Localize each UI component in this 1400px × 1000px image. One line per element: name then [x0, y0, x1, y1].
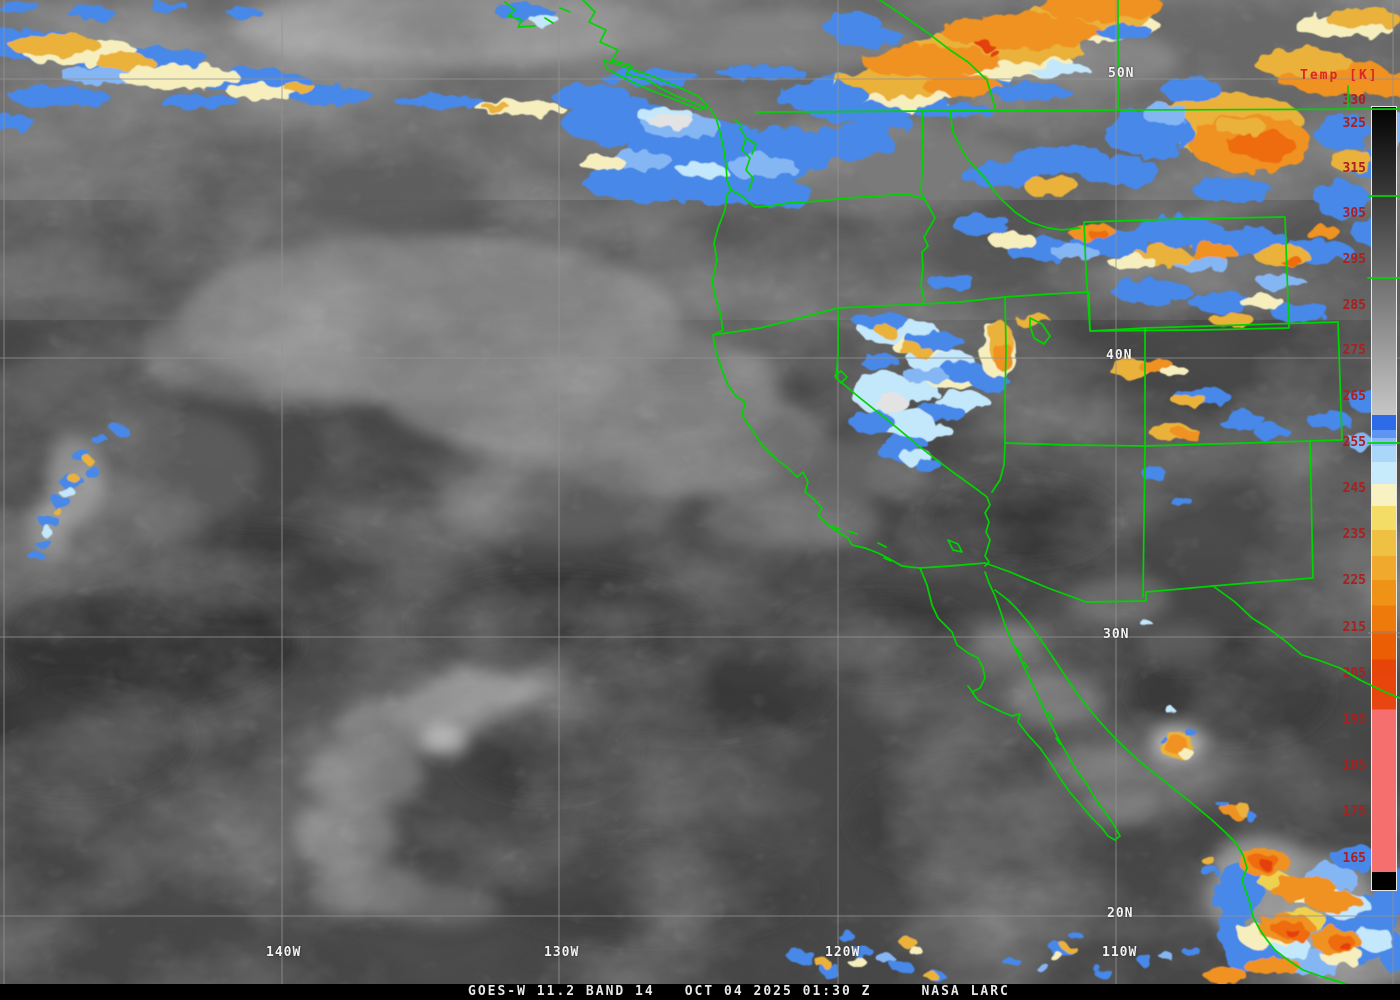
latitude-label: 40N — [1106, 348, 1133, 363]
colorbar-tick-label: 215 — [1342, 620, 1366, 635]
colorbar-tick-label: 195 — [1342, 712, 1366, 727]
footer-instrument: GOES-W 11.2 BAND 14 — [468, 984, 655, 999]
latitude-label: 50N — [1108, 66, 1135, 81]
colorbar-tick-label: 275 — [1342, 343, 1366, 358]
colorbar-tick-label: 295 — [1342, 252, 1366, 267]
colorbar — [1371, 106, 1397, 891]
longitude-label: 110W — [1102, 945, 1138, 960]
colorbar-tick-label: 165 — [1342, 851, 1366, 866]
latitude-label: 20N — [1107, 906, 1134, 921]
colorbar-tick-label: 245 — [1342, 481, 1366, 496]
colorbar-tick-label: 175 — [1342, 804, 1366, 819]
colorbar-tick-label: 185 — [1342, 758, 1366, 773]
state-borders — [504, 0, 1400, 988]
colorbar-tick-label: 235 — [1342, 527, 1366, 542]
colorbar-tick-label: 305 — [1342, 206, 1366, 221]
footer-credit: NASA LARC — [921, 984, 1010, 999]
colorbar-tick-label: 285 — [1342, 298, 1366, 313]
longitude-label: 140W — [266, 945, 302, 960]
latitude-label: 30N — [1103, 627, 1130, 642]
longitude-label: 120W — [825, 945, 861, 960]
colorbar-title: Temp [K] — [1300, 68, 1379, 83]
colorbar-gradient — [1372, 107, 1396, 890]
footer-timestamp: OCT 04 2025 01:30 Z — [684, 984, 872, 999]
colorbar-tick-label: 315 — [1342, 161, 1366, 176]
colorbar-tick-label: 325 — [1342, 116, 1366, 131]
longitude-label: 130W — [544, 945, 580, 960]
colorbar-tick-label: 265 — [1342, 389, 1366, 404]
colorbar-tick-label: 255 — [1342, 435, 1366, 450]
colorbar-tick-label: 205 — [1342, 666, 1366, 681]
footer-bar: GOES-W 11.2 BAND 14 OCT 04 2025 01:30 Z NA… — [0, 984, 1400, 1000]
colorbar-tick-label: 225 — [1342, 573, 1366, 588]
